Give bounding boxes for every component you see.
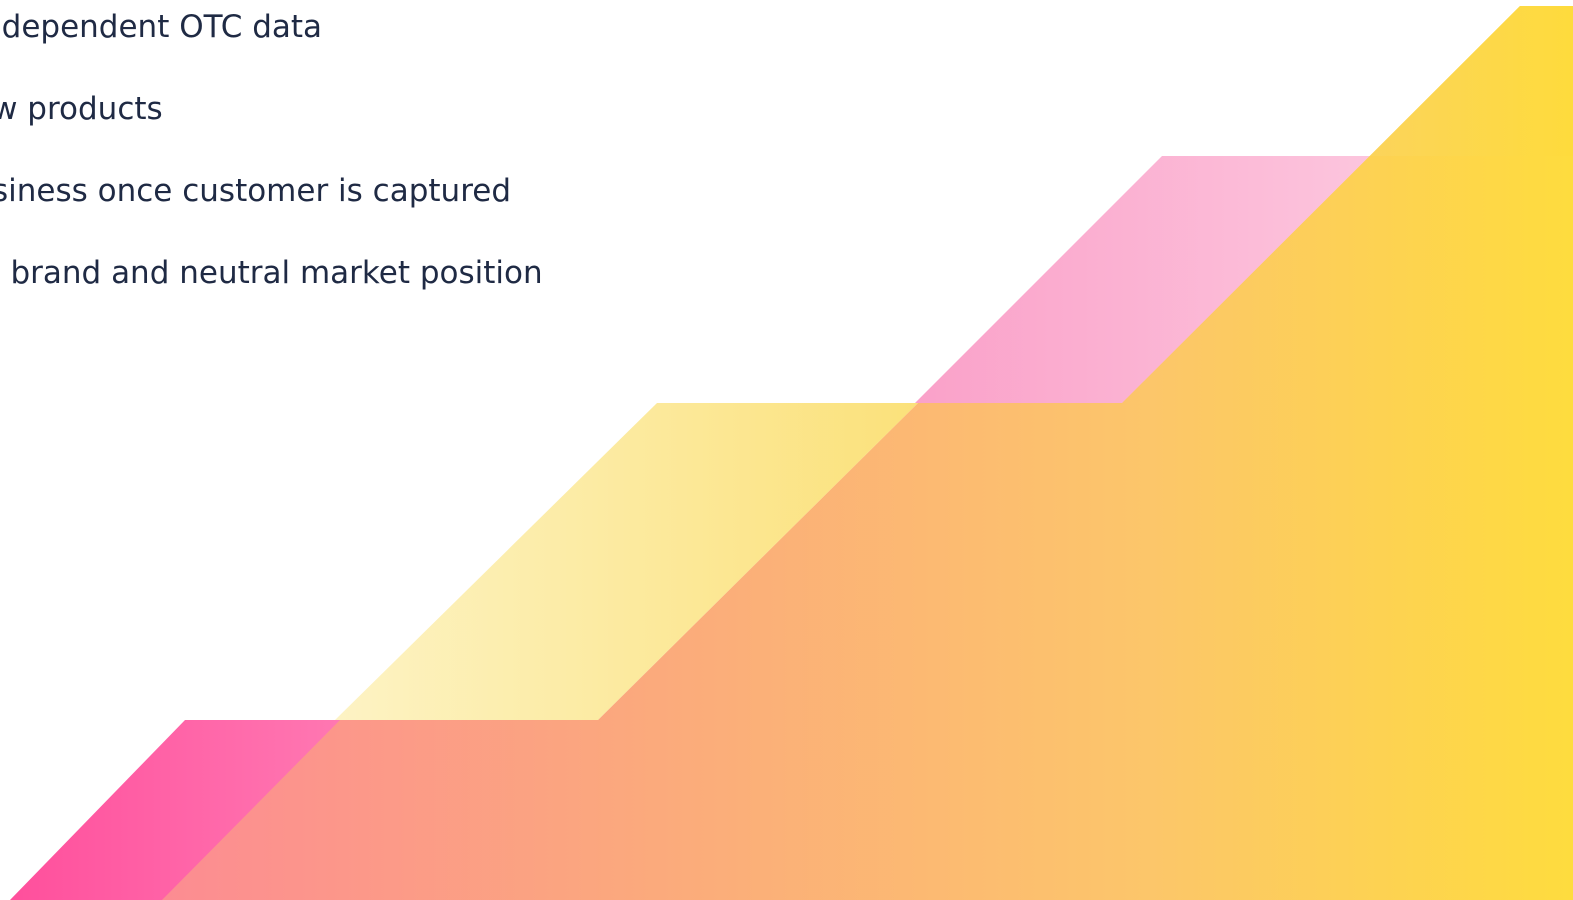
bullet-text-3: siness once customer is captured	[0, 173, 512, 209]
main-stair-shape	[162, 6, 1573, 900]
bullet-text-2: ew products	[0, 91, 163, 127]
top-yellow-accent-shape	[1370, 6, 1573, 156]
bullet-list: ndependent OTC data ew products siness o…	[0, 0, 900, 360]
yellow-light-step-shape	[335, 403, 918, 720]
bullet-text-4: l brand and neutral market position	[0, 255, 543, 291]
bullet-text-1: ndependent OTC data	[0, 9, 323, 45]
pink-step-shape	[10, 720, 345, 900]
